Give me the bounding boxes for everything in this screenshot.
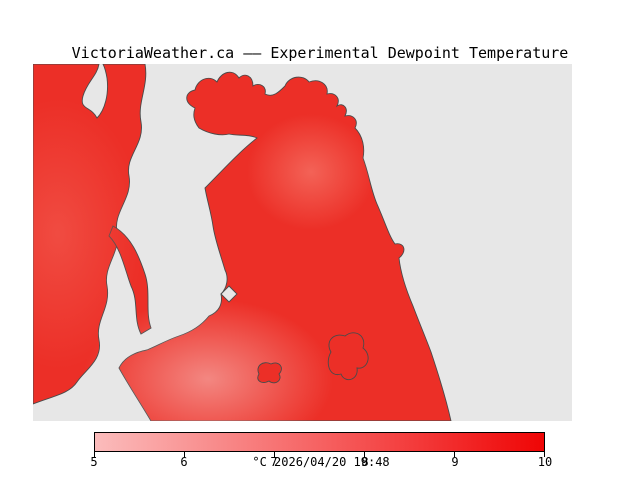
islet-diamond xyxy=(220,285,238,303)
colorbar-ticks xyxy=(94,452,545,457)
colorbar-tick-label: 6 xyxy=(180,455,188,469)
page-title: VictoriaWeather.ca —— Experimental Dewpo… xyxy=(71,44,569,62)
colorbar-gradient-bar xyxy=(94,432,545,452)
island-small xyxy=(257,362,282,384)
map-svg xyxy=(33,64,572,421)
colorbar-tick-label: 10 xyxy=(537,455,553,469)
island-large xyxy=(327,332,369,381)
timestamp-label: 2026/04/20 19:48 xyxy=(274,455,390,469)
colorbar-caption: °C 2026/04/20 19:48 xyxy=(252,455,389,469)
dewpoint-shading-upper xyxy=(247,114,375,230)
colorbar-tick-label: 8 xyxy=(361,455,369,469)
unit-label: °C xyxy=(252,455,267,469)
colorbar xyxy=(94,432,545,457)
colorbar-tick-label: 9 xyxy=(451,455,459,469)
colorbar-tick-label: 5 xyxy=(90,455,98,469)
dewpoint-map xyxy=(33,64,572,421)
colorbar-tick-label: 7 xyxy=(270,455,278,469)
dewpoint-shading-west xyxy=(33,99,143,369)
